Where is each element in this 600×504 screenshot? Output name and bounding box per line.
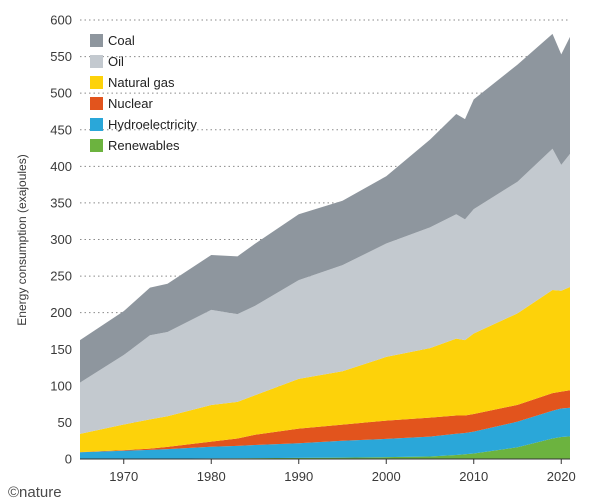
legend-label-coal: Coal (108, 33, 135, 48)
y-tick-label-550: 550 (50, 49, 72, 64)
legend-swatch-natural-gas (90, 76, 103, 89)
nature-credit: ©nature (8, 484, 62, 501)
y-tick-label-350: 350 (50, 195, 72, 210)
y-tick-label-150: 150 (50, 342, 72, 357)
legend-swatch-coal (90, 34, 103, 47)
legend-swatch-hydroelectricity (90, 118, 103, 131)
x-tick-label-1980: 1980 (197, 469, 226, 484)
x-tick-label-2010: 2010 (459, 469, 488, 484)
legend-layer: Coal Oil Natural gas Nuclear Hydroelectricit… (90, 33, 197, 153)
y-tick-label-50: 50 (58, 415, 72, 430)
y-tick-label-300: 300 (50, 232, 72, 247)
area-coal (80, 33, 570, 383)
x-tick-label-2000: 2000 (372, 469, 401, 484)
y-tick-label-200: 200 (50, 305, 72, 320)
area-nuclear (80, 390, 570, 453)
legend-label-oil: Oil (108, 54, 124, 69)
y-tick-label-500: 500 (50, 86, 72, 101)
legend-swatch-nuclear (90, 97, 103, 110)
legend-label-natural-gas: Natural gas (108, 75, 175, 90)
y-tick-label-600: 600 (50, 13, 72, 28)
legend-label-hydroelectricity: Hydroelectricity (108, 117, 197, 132)
legend-label-nuclear: Nuclear (108, 96, 153, 111)
x-tick-label-1990: 1990 (284, 469, 313, 484)
y-axis-title: Energy consumption (exajoules) (15, 154, 29, 325)
x-tick-label-1970: 1970 (109, 469, 138, 484)
area-renewables (80, 436, 570, 459)
area-layer (80, 33, 570, 459)
axis-layer: 0 50 100 150 200 250 300 350 400 450 500 550 600 1970… (50, 13, 575, 485)
legend-swatch-renewables (90, 139, 103, 152)
area-oil (80, 148, 570, 434)
area-hydroelectricity (80, 407, 570, 459)
y-tick-label-250: 250 (50, 269, 72, 284)
y-tick-label-400: 400 (50, 159, 72, 174)
area-natural-gas (80, 287, 570, 453)
y-tick-label-100: 100 (50, 378, 72, 393)
x-tick-label-2020: 2020 (547, 469, 576, 484)
y-tick-label-0: 0 (65, 452, 72, 467)
legend-label-renewables: Renewables (108, 138, 180, 153)
y-tick-label-450: 450 (50, 122, 72, 137)
legend-swatch-oil (90, 55, 103, 68)
